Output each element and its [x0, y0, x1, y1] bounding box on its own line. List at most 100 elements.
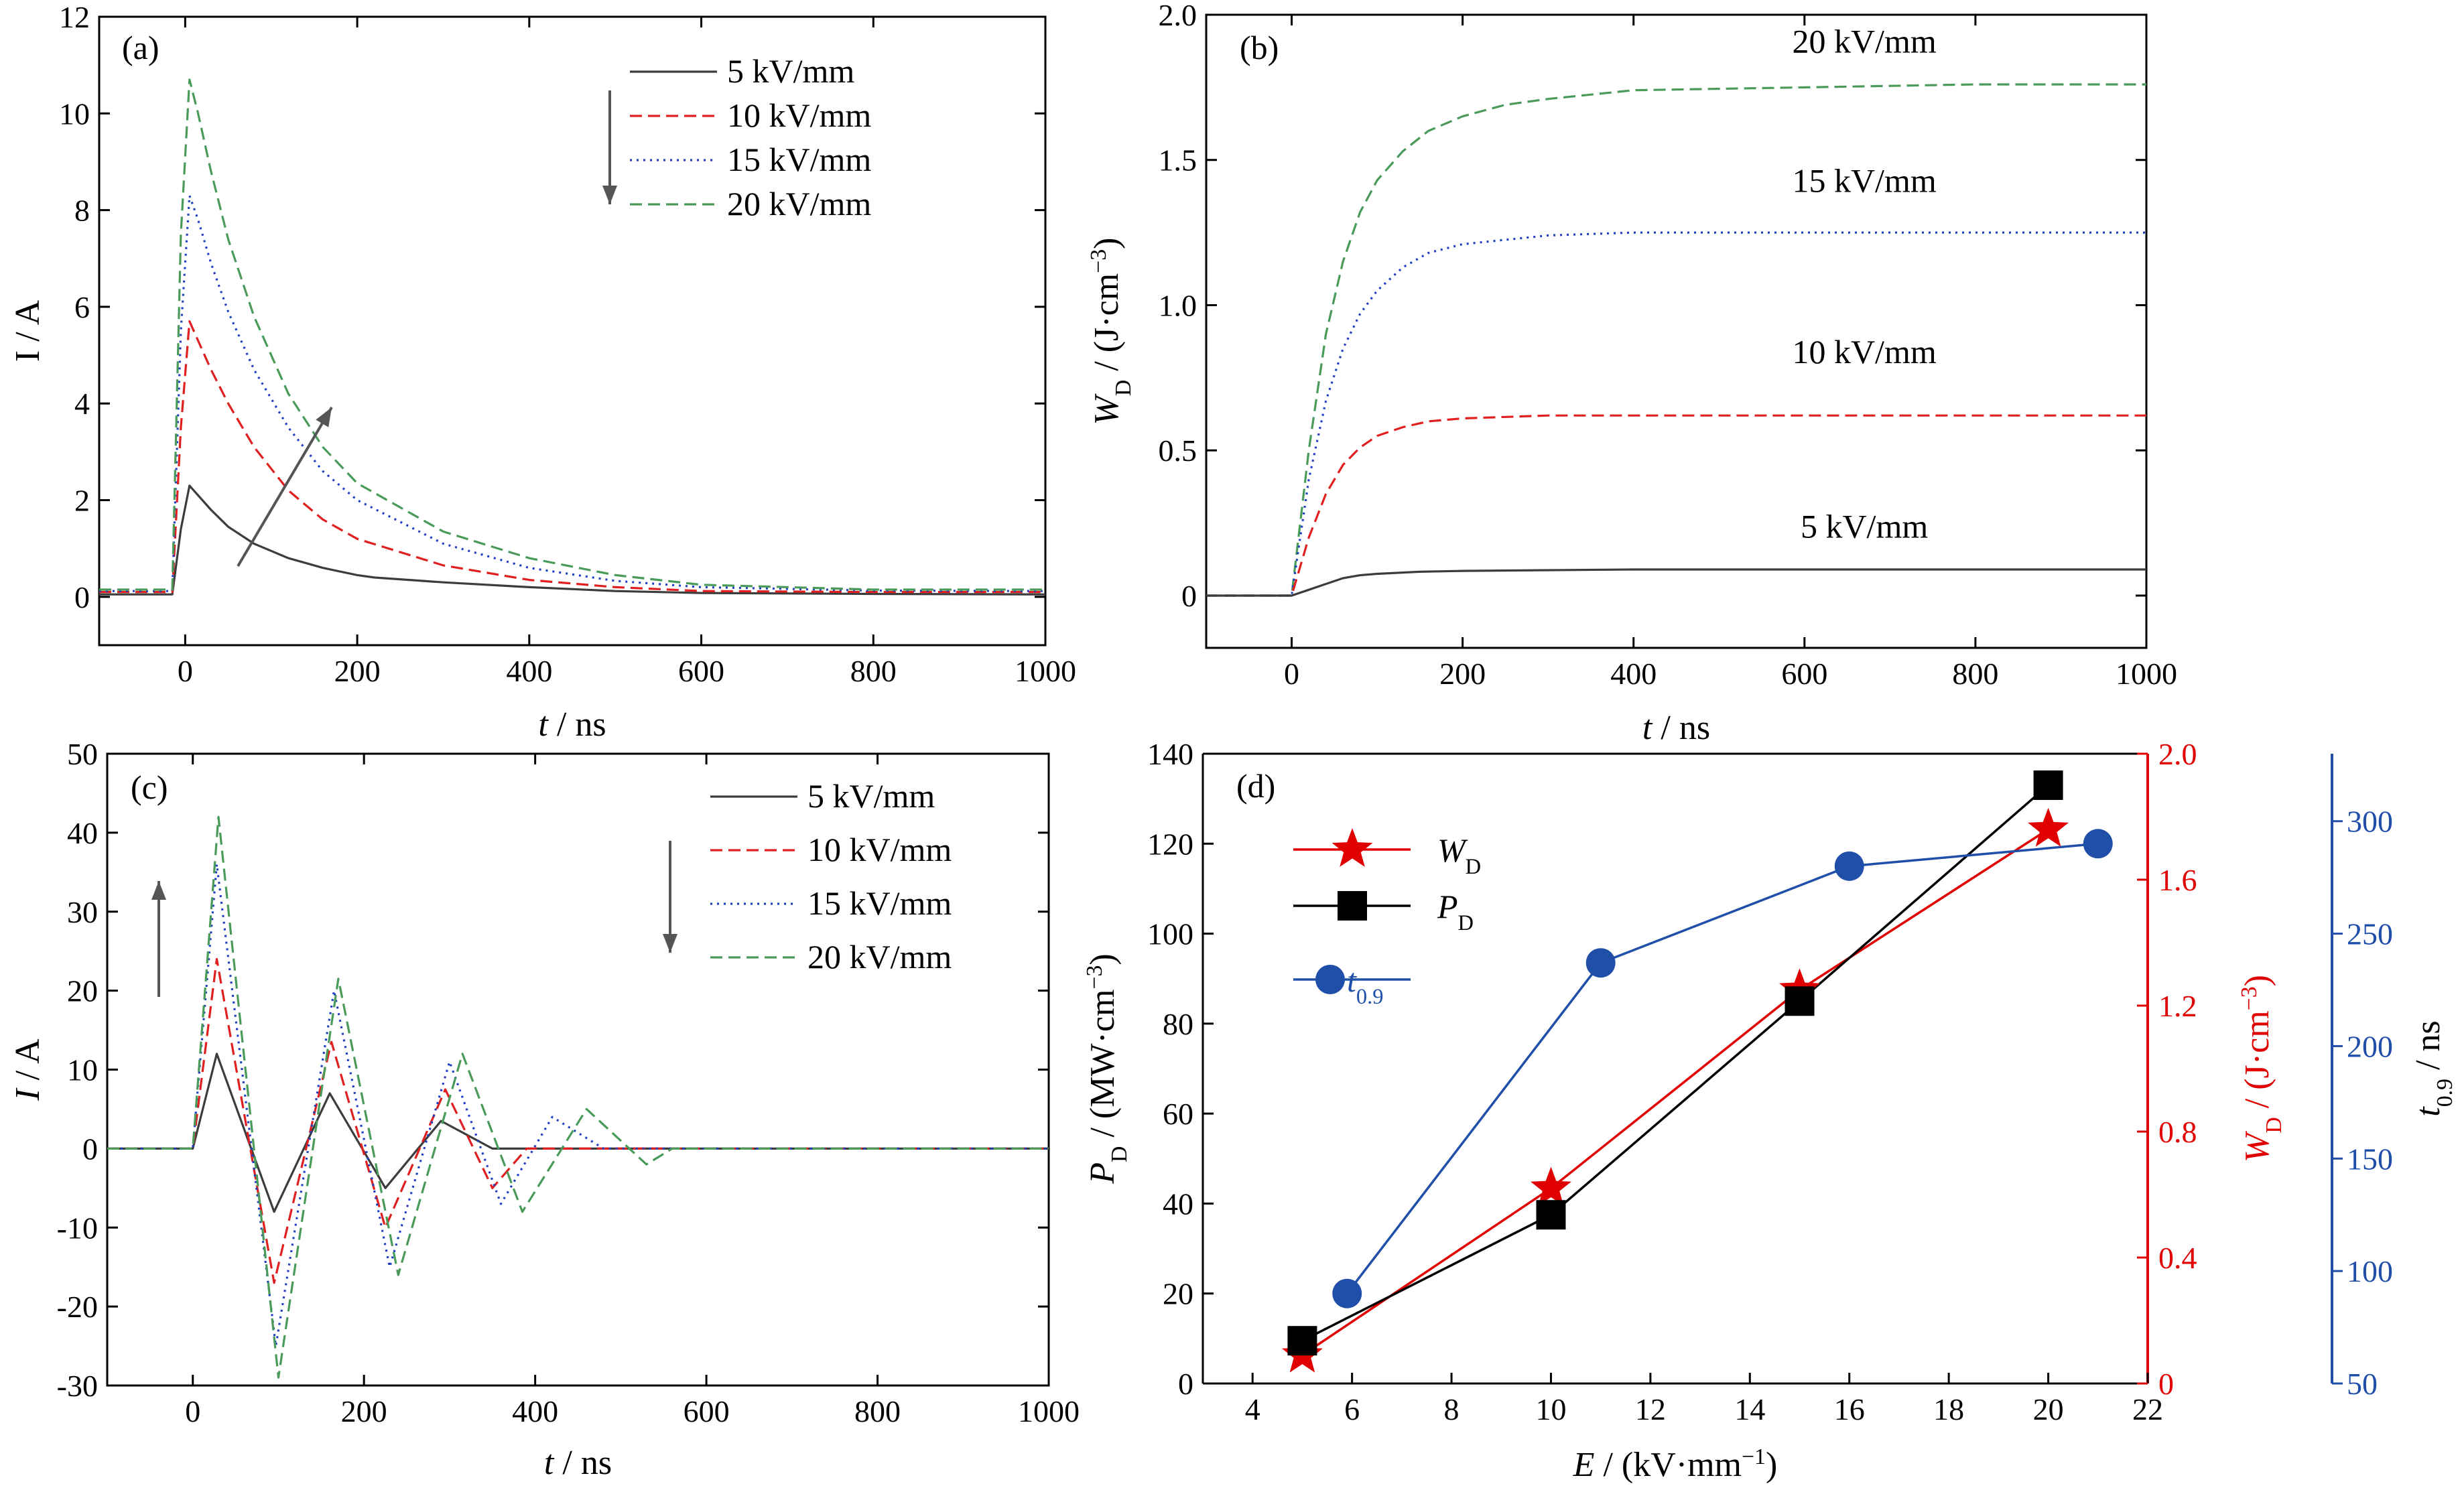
x-tick-label: 4	[1245, 1392, 1260, 1426]
x-tick-label: 18	[1933, 1392, 1964, 1426]
y-tick-label: 50	[67, 737, 98, 771]
marker-t09-3	[1834, 851, 1864, 881]
y-tick-label: 80	[1163, 1007, 1193, 1041]
y-tick-label: -20	[57, 1290, 98, 1324]
curve-label-3: 10 kV/mm	[1792, 333, 1936, 370]
panel-a-current-waveforms: 0 200 400 600 800 1000 0 2 4 6 8 10 12 (a) 5 kV/mm 10 k…	[9, 0, 1076, 744]
y3-axis-title: t0.9 / ns	[2409, 1020, 2457, 1116]
y3-tick-label: 100	[2347, 1254, 2393, 1288]
series-line-15-kV-mm	[1206, 231, 2146, 597]
panel-label: (d)	[1236, 767, 1275, 805]
y-tick-label: 0	[1178, 1367, 1193, 1401]
marker-t09-1	[1332, 1278, 1362, 1308]
y-tick-label: 0.5	[1159, 433, 1197, 468]
x-tick-label: 200	[341, 1394, 387, 1428]
legend-label-2: 10 kV/mm	[727, 96, 871, 134]
legend-label-3: 15 kV/mm	[727, 141, 871, 178]
y2-tick-label: 1.6	[2158, 863, 2197, 897]
marker-PD-2	[1536, 1200, 1566, 1230]
x-tick-label: 0	[185, 1394, 200, 1428]
y-tick-label: 10	[67, 1053, 98, 1087]
y-axis-title: I / A	[9, 1038, 47, 1101]
y2-tick-label: 2.0	[2158, 737, 2197, 771]
legend-arrow-down-head	[663, 934, 677, 953]
legend-arrow-down-head	[602, 186, 617, 204]
x-tick-label: 14	[1734, 1392, 1765, 1426]
y-tick-label: 60	[1163, 1097, 1193, 1131]
y-tick-label: 0	[82, 1132, 98, 1166]
x-tick-label: 400	[1610, 657, 1657, 691]
x-tick-label: 22	[2132, 1392, 2163, 1426]
y2-tick-label: 0.4	[2158, 1241, 2197, 1275]
y-tick-label: 2.0	[1159, 0, 1197, 32]
x-tick-label: 600	[1781, 657, 1827, 691]
y-axis-title: PD / (MW·cm−3)	[1082, 953, 1132, 1184]
x-tick-label: 16	[1834, 1392, 1865, 1426]
x-tick-label: 600	[678, 654, 724, 688]
legend-marker-1	[1332, 828, 1373, 867]
series-line-5-kV-mm	[107, 1053, 1049, 1213]
marker-PD-1	[1287, 1326, 1317, 1356]
trend-arrow-up-head	[316, 407, 332, 427]
series-line-15-kV-mm	[99, 194, 1046, 592]
y-tick-label: 8	[74, 194, 90, 228]
y-axis-title: WD / (J·cm−3)	[1086, 238, 1136, 425]
y-tick-label: 40	[1163, 1187, 1193, 1221]
marker-WD-2	[1531, 1166, 1571, 1206]
y-tick-label: 20	[1163, 1277, 1193, 1311]
y3-tick-label: 250	[2347, 917, 2393, 951]
panel-label: (b)	[1240, 29, 1279, 66]
x-tick-label: 200	[334, 654, 381, 688]
y-tick-label: 100	[1147, 917, 1193, 951]
legend-label-4: 20 kV/mm	[807, 938, 952, 975]
y-tick-label: 20	[67, 974, 98, 1008]
curve-label-2: 15 kV/mm	[1792, 161, 1936, 199]
y-tick-label: 0	[74, 580, 90, 614]
y-tick-label: 6	[74, 290, 90, 324]
y2-tick-label: 0.8	[2158, 1115, 2197, 1149]
y-tick-label: 0	[1181, 579, 1197, 613]
x-tick-label: 10	[1535, 1392, 1566, 1426]
curve-label-4: 5 kV/mm	[1801, 507, 1928, 545]
curve-label-1: 20 kV/mm	[1792, 22, 1936, 60]
legend-marker-2	[1338, 891, 1367, 921]
x-tick-label: 400	[512, 1394, 558, 1428]
legend-label-3: t0.9	[1347, 961, 1384, 1009]
legend-label-1: WD	[1437, 831, 1481, 879]
y2-axis-title: WD / (J·cm−3)	[2237, 975, 2286, 1162]
panel-label: (c)	[131, 768, 168, 806]
y-tick-label: 4	[74, 387, 90, 421]
x-tick-label: 1000	[1018, 1394, 1080, 1428]
x-tick-label: 20	[2033, 1392, 2064, 1426]
panel-c-current-oscillations: 0 200 400 600 800 1000 -30 -20 -10 0 10 20 30 40 50 (c)…	[9, 737, 1080, 1482]
x-tick-label: 800	[850, 654, 897, 688]
x-axis-title: t / ns	[1642, 709, 1710, 747]
y-tick-label: 12	[59, 0, 90, 34]
y2-tick-label: 0	[2158, 1367, 2174, 1401]
series-line-5-kV-mm	[1206, 568, 2146, 597]
legend-label-2: PD	[1437, 888, 1474, 935]
y3-tick-label: 50	[2347, 1367, 2378, 1401]
x-tick-label: 400	[506, 654, 552, 688]
panel-d-field-dependence: 4 6 8 10 12 14 16 18 20 2202040608010012014000.40…	[1082, 737, 2457, 1484]
y-tick-label: -30	[57, 1369, 98, 1403]
x-tick-label: 600	[684, 1394, 730, 1428]
x-tick-label: 6	[1344, 1392, 1360, 1426]
x-tick-label: 12	[1635, 1392, 1666, 1426]
trend-arrow-up-head	[151, 881, 166, 900]
panel-label: (a)	[122, 29, 159, 66]
x-axis-title: t / ns	[544, 1444, 612, 1482]
series-line-5-kV-mm	[99, 484, 1046, 596]
marker-t09-4	[2083, 829, 2113, 859]
x-axis-title: E / (kV·mm−1)	[1573, 1444, 1778, 1485]
trend-arrow-up-shaft	[237, 406, 333, 567]
x-axis-title: t / ns	[538, 705, 606, 744]
y-tick-label: 30	[67, 895, 98, 929]
plot-frame	[1205, 13, 2148, 649]
series-line-10-kV-mm	[1206, 414, 2146, 597]
legend-label-4: 20 kV/mm	[727, 185, 871, 222]
series-line-WD	[1301, 828, 2049, 1357]
y2-tick-label: 1.2	[2158, 989, 2197, 1023]
y-tick-label: 120	[1147, 827, 1193, 861]
legend-label-2: 10 kV/mm	[807, 831, 952, 868]
